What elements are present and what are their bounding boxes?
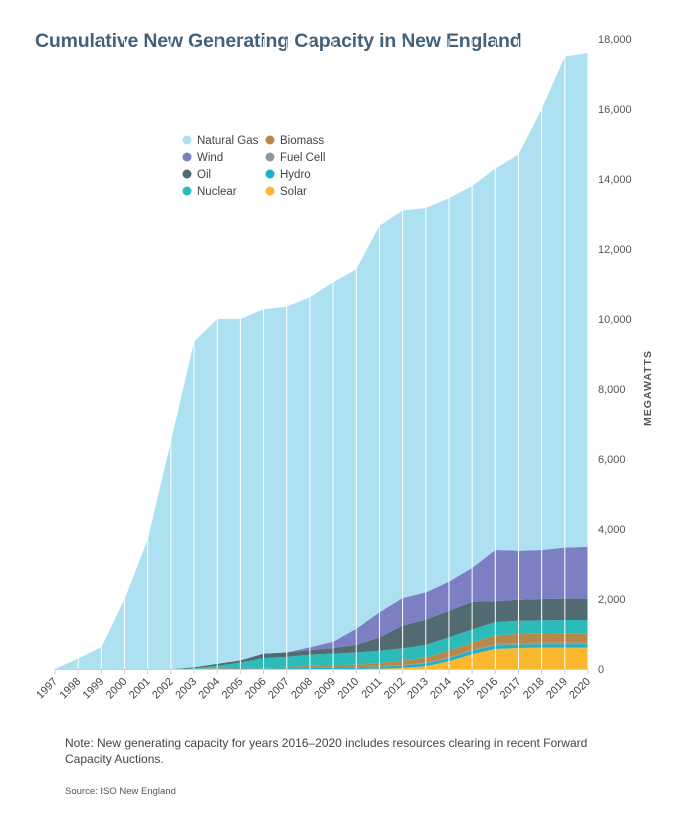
- y-tick-label: 2,000: [598, 594, 626, 606]
- x-tick-label: 1999: [81, 676, 107, 702]
- x-tick-label: 2014: [428, 676, 454, 702]
- y-tick-label: 4,000: [598, 524, 626, 536]
- chart-note: Note: New generating capacity for years …: [65, 736, 588, 766]
- area-hydro: [55, 644, 588, 669]
- legend-swatch: [265, 169, 275, 179]
- x-tick-label: 2019: [544, 676, 570, 702]
- stacked-area-chart: 0 2,000 4,000 6,000 8,000 10,000 12,000 14,000 1…: [34, 34, 654, 701]
- area-wind: [55, 546, 588, 669]
- y-tick-label: 6,000: [598, 454, 626, 466]
- x-tick-label: 2009: [312, 676, 338, 702]
- legend-label: Oil: [197, 169, 211, 181]
- chart-title: Cumulative New Generating Capacity in Ne…: [35, 30, 522, 52]
- x-tick-label: 2007: [266, 676, 292, 702]
- x-tick-label: 2012: [382, 676, 408, 702]
- x-tick-label: 2016: [475, 676, 501, 702]
- y-tick-label: 8,000: [598, 384, 626, 396]
- y-tick-label: 0: [598, 664, 604, 676]
- legend-swatch: [265, 152, 275, 162]
- legend: Natural Gas Biomass Wind Fuel Cell Oil Hydro N…: [182, 135, 325, 198]
- vertical-gridlines: [77, 39, 589, 669]
- x-tick-label: 2020: [567, 676, 593, 702]
- legend-item-wind: Wind: [182, 152, 223, 164]
- legend-item-fuel-cell: Fuel Cell: [265, 152, 325, 164]
- legend-swatch: [182, 152, 192, 162]
- y-axis-label: MEGAWATTS: [642, 350, 654, 426]
- x-tick-label: 1998: [57, 676, 83, 702]
- y-tick-label: 10,000: [598, 314, 632, 326]
- legend-swatch: [182, 186, 192, 196]
- legend-swatch: [265, 135, 275, 145]
- area-natural-gas: [55, 53, 588, 669]
- legend-swatch: [265, 186, 275, 196]
- x-tick-label: 2013: [405, 676, 431, 702]
- x-tick-label: 2004: [197, 676, 223, 702]
- x-tick-label: 2002: [150, 676, 176, 702]
- area-nuclear: [55, 620, 588, 669]
- legend-label: Wind: [197, 152, 223, 164]
- area-oil: [55, 598, 588, 669]
- x-tick-label: 2005: [220, 676, 246, 702]
- x-tick-label: 2018: [521, 676, 547, 702]
- y-tick-label: 18,000: [598, 34, 632, 46]
- legend-item-oil: Oil: [182, 169, 211, 181]
- legend-item-solar: Solar: [265, 186, 307, 198]
- chart-source: Source: ISO New England: [65, 786, 176, 797]
- x-axis: 1997199819992000200120022003200420052006…: [34, 669, 593, 701]
- y-tick-label: 14,000: [598, 174, 632, 186]
- legend-item-biomass: Biomass: [265, 135, 324, 147]
- legend-item-hydro: Hydro: [265, 169, 311, 181]
- x-tick-label: 2008: [289, 676, 315, 702]
- area-layers: [55, 53, 588, 669]
- x-tick-label: 2017: [498, 676, 524, 702]
- x-tick-label: 2015: [451, 676, 477, 702]
- legend-label: Fuel Cell: [280, 152, 325, 164]
- area-solar: [55, 647, 588, 669]
- x-tick-label: 2006: [243, 676, 269, 702]
- x-tick-label: 1997: [34, 676, 60, 702]
- x-tick-label: 2003: [173, 676, 199, 702]
- legend-label: Hydro: [280, 169, 311, 181]
- y-tick-label: 16,000: [598, 104, 632, 116]
- legend-swatch: [182, 169, 192, 179]
- y-axis: 0 2,000 4,000 6,000 8,000 10,000 12,000 14,000 1…: [598, 34, 632, 676]
- x-tick-label: 2000: [104, 676, 130, 702]
- area-biomass: [55, 633, 588, 669]
- legend-item-nuclear: Nuclear: [182, 186, 237, 198]
- legend-label: Nuclear: [197, 186, 237, 198]
- y-tick-label: 12,000: [598, 244, 632, 256]
- x-tick-label: 2011: [359, 676, 384, 701]
- x-tick-label: 2010: [336, 676, 362, 702]
- legend-label: Natural Gas: [197, 135, 259, 147]
- legend-label: Biomass: [280, 135, 324, 147]
- legend-label: Solar: [280, 186, 307, 198]
- legend-swatch: [182, 135, 192, 145]
- legend-item-natural-gas: Natural Gas: [182, 135, 259, 147]
- x-tick-label: 2001: [127, 676, 153, 702]
